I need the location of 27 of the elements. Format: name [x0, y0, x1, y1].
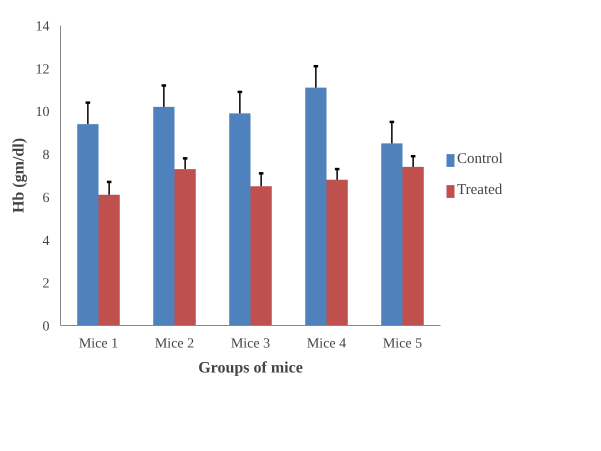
y-tick-label: 8: [42, 148, 50, 164]
y-axis-title: Hb (gm/dl): [10, 138, 28, 214]
legend-label: Treated: [457, 182, 502, 199]
bar: [174, 169, 196, 326]
y-tick-label: 2: [42, 276, 50, 292]
x-axis-title: Groups of mice: [198, 360, 303, 376]
bar: [326, 180, 348, 326]
legend-label: Control: [457, 151, 503, 168]
x-tick-label: Mice 1: [78, 336, 118, 352]
y-tick-label: 12: [36, 62, 50, 78]
y-tick-label: 6: [42, 190, 50, 206]
y-tick-label: 14: [36, 20, 50, 34]
x-tick-label: Mice 3: [230, 336, 270, 352]
x-tick-label: Mice 4: [306, 336, 346, 352]
y-tick-label: 4: [42, 234, 50, 249]
bar: [229, 113, 250, 326]
x-tick-label: Mice 2: [154, 336, 194, 352]
bar: [98, 194, 120, 326]
y-tick-label: 10: [36, 105, 50, 120]
bar: [305, 88, 326, 326]
bar: [77, 124, 98, 326]
y-tick-label: 0: [42, 320, 50, 334]
x-tick-label: Mice 5: [382, 336, 422, 352]
bar: [402, 166, 424, 326]
bar: [381, 143, 402, 326]
bar: [250, 186, 272, 326]
bar: [153, 106, 174, 326]
